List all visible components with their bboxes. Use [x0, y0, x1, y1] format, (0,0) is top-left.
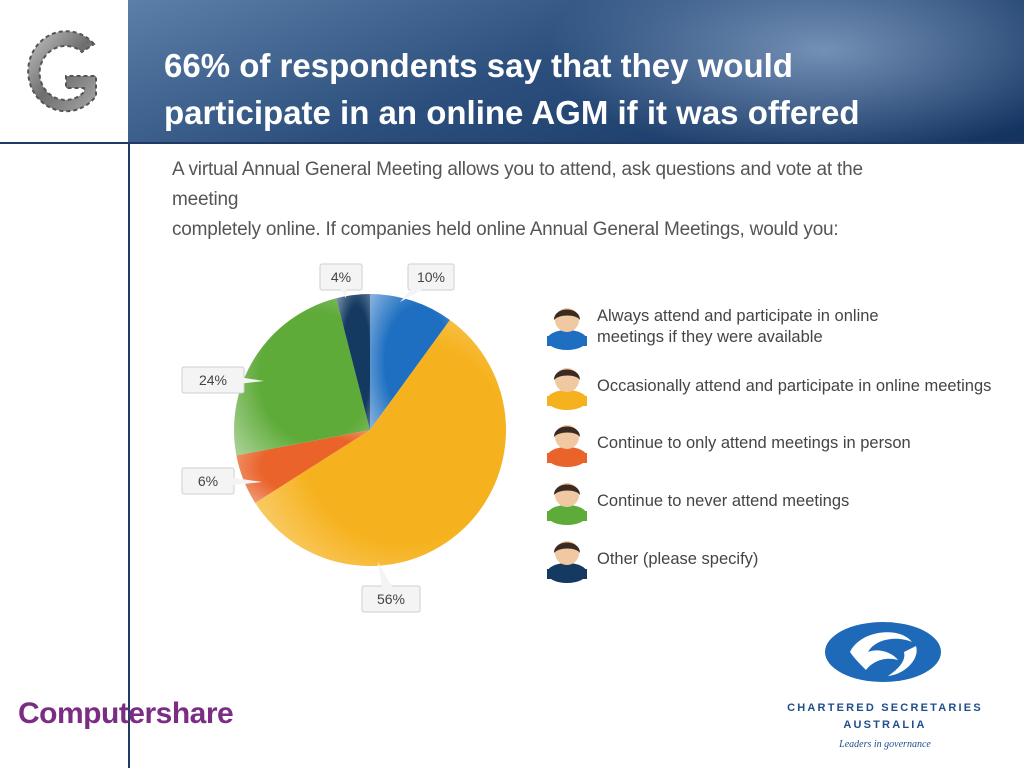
data-label-6pct: 6%	[181, 467, 262, 495]
data-label-10pct: 10%	[400, 263, 455, 302]
person-avatar-icon	[545, 417, 589, 467]
legend-label-line-1: Other (please specify)	[597, 550, 759, 568]
legend-label-line-1: Occasionally attend and participate in o…	[597, 377, 992, 395]
g-logo-icon	[27, 30, 97, 113]
survey-question: A virtual Annual General Meeting allows …	[172, 155, 892, 245]
person-avatar-icon	[545, 533, 589, 583]
title-line-1: 66% of respondents say that they would	[164, 47, 793, 84]
question-line-1: A virtual Annual General Meeting allows …	[172, 159, 863, 210]
person-avatar-icon	[545, 475, 589, 525]
pie-slice-4pct	[336, 294, 370, 430]
pie-slice-24pct	[234, 298, 370, 456]
legend-label-line-1: Continue to never attend meetings	[597, 492, 850, 510]
legend-label: Continue to never attend meetings	[597, 491, 997, 512]
pie-slice-6pct	[236, 430, 370, 503]
header-divider	[0, 142, 1024, 144]
svg-text:4%: 4%	[331, 269, 351, 285]
header-banner: 66% of respondents say that they would p…	[128, 0, 1024, 143]
cs-australia-logo: CHARTERED SECRETARIES AUSTRALIA Leaders …	[780, 612, 990, 762]
legend-label-line-1: Always attend and participate in online	[597, 307, 879, 325]
legend-label: Continue to only attend meetings in pers…	[597, 433, 997, 454]
svg-text:24%: 24%	[199, 372, 227, 388]
legend-label-line-2: meetings if they were available	[597, 328, 823, 346]
legend-label: Other (please specify)	[597, 549, 997, 570]
legend-label: Occasionally attend and participate in o…	[597, 376, 997, 397]
pie-chart: 10% 4% 56% 6% 24%	[181, 263, 506, 613]
page-title: 66% of respondents say that they would p…	[164, 42, 994, 136]
title-line-2: participate in an online AGM if it was o…	[164, 94, 860, 131]
legend-label-line-1: Continue to only attend meetings in pers…	[597, 434, 911, 452]
cs-name: CHARTERED SECRETARIES AUSTRALIA	[780, 700, 990, 734]
pie-slice-10pct	[370, 294, 450, 430]
computershare-logo: Computershare	[18, 697, 234, 730]
data-label-56pct: 56%	[361, 562, 421, 613]
svg-text:10%: 10%	[417, 269, 445, 285]
cs-tagline: Leaders in governance	[839, 739, 931, 750]
cs-name-line-2: AUSTRALIA	[843, 719, 927, 731]
cs-name-line-1: CHARTERED SECRETARIES	[787, 702, 983, 714]
data-label-24pct: 24%	[181, 366, 264, 394]
cs-swirl-icon	[825, 622, 941, 682]
person-avatar-icon	[545, 360, 589, 410]
left-divider	[128, 143, 130, 768]
person-avatar-icon	[545, 300, 589, 350]
legend-label: Always attend and participate in online m…	[597, 306, 997, 348]
pie-slice-56pct	[255, 319, 506, 566]
question-line-2: completely online. If companies held onl…	[172, 219, 839, 240]
svg-text:6%: 6%	[198, 473, 218, 489]
svg-text:56%: 56%	[377, 591, 405, 607]
g-logo	[0, 0, 128, 143]
data-label-4pct: 4%	[319, 263, 363, 298]
